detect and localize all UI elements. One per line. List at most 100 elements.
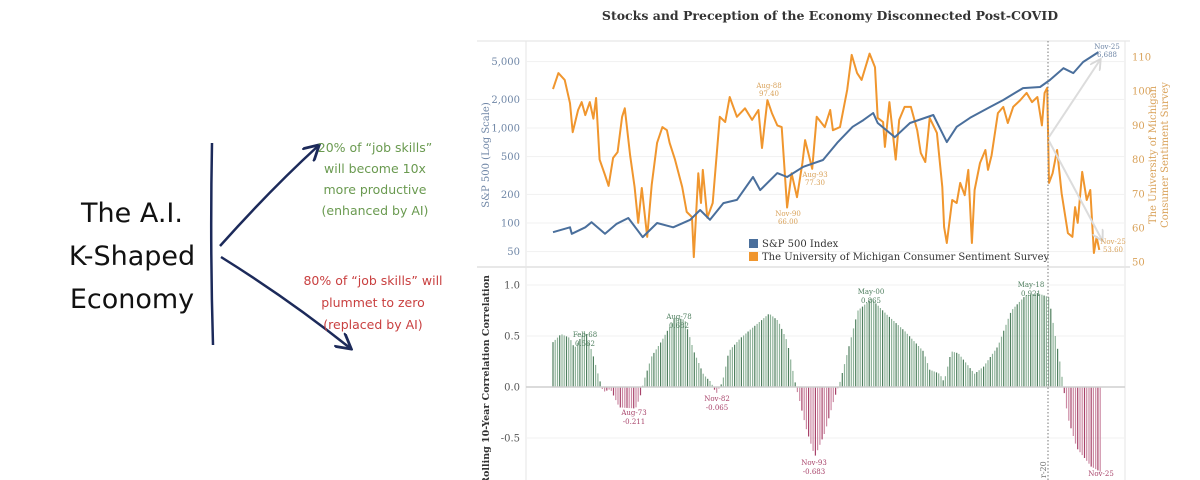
- correlation-bar: [680, 318, 682, 387]
- correlation-tick-label: 0.0: [504, 383, 520, 394]
- correlation-bar: [953, 352, 955, 387]
- correlation-bar: [761, 320, 763, 387]
- correlation-bar: [747, 331, 749, 387]
- correlation-bar: [781, 328, 783, 387]
- correlation-bar: [832, 387, 834, 403]
- correlation-bar: [960, 356, 962, 387]
- correlation-bar: [998, 342, 1000, 387]
- correlation-bar: [752, 327, 754, 387]
- correlation-bar: [669, 326, 671, 387]
- correlation-bar: [951, 351, 953, 387]
- annotation-value: 0.865: [861, 297, 881, 305]
- correlation-bar: [570, 340, 572, 387]
- correlation-bar: [695, 357, 698, 387]
- diagram-title-line-3: Economy: [70, 284, 194, 315]
- legend-swatch-sp500: [749, 239, 758, 248]
- correlation-bar: [855, 319, 857, 387]
- correlation-bar: [875, 303, 877, 387]
- correlation-bar: [1030, 294, 1032, 387]
- correlation-bar: [938, 373, 940, 387]
- correlation-bar: [635, 387, 637, 408]
- correlation-bar: [974, 373, 976, 387]
- correlation-bar: [608, 387, 610, 390]
- correlation-bar: [651, 356, 653, 387]
- correlation-bar: [682, 319, 684, 387]
- correlation-bar: [996, 347, 998, 387]
- correlation-bar: [1070, 387, 1072, 429]
- correlation-bar: [630, 387, 633, 409]
- correlation-bar: [639, 387, 642, 396]
- correlation-bar: [684, 321, 686, 387]
- correlation-bar: [1072, 387, 1074, 436]
- correlation-bar: [1025, 295, 1027, 387]
- correlation-bar: [579, 339, 581, 387]
- correlation-bar: [1081, 387, 1083, 456]
- correlation-bar: [891, 318, 893, 387]
- legend-swatch-sentiment: [749, 252, 758, 261]
- right-axis-title-line-1: The University of Michigan: [1148, 85, 1159, 224]
- correlation-bar: [581, 335, 583, 387]
- correlation-axis-ticks: 1.0 0.5 0.0 -0.5: [501, 281, 520, 445]
- correlation-bar: [1012, 309, 1014, 387]
- annotation-label: Aug-73: [620, 409, 646, 417]
- correlation-bar: [1092, 387, 1094, 468]
- correlation-bar: [868, 300, 870, 387]
- up-text-line: (enhanced by AI): [322, 203, 429, 218]
- correlation-bar: [601, 387, 603, 389]
- correlation-bar: [612, 387, 615, 396]
- correlation-bar: [707, 378, 709, 387]
- correlation-bar: [597, 373, 599, 387]
- correlation-bar: [978, 370, 980, 387]
- correlation-bar: [987, 360, 989, 387]
- left-tick-label: 1,000: [491, 124, 520, 135]
- correlation-bar: [1032, 293, 1034, 387]
- correlation-bar: [666, 330, 668, 387]
- correlation-axis-title: Rolling 10-Year Correlation Correlation: [481, 275, 492, 480]
- correlation-bar: [624, 387, 626, 408]
- right-tick-label: 50: [1132, 258, 1145, 269]
- correlation-bar: [610, 387, 612, 391]
- correlation-bar: [738, 339, 740, 387]
- annotation-value: 77.30: [805, 179, 825, 187]
- divergence-arrow-up-icon: [1048, 60, 1100, 138]
- gridlines: [526, 61, 1125, 439]
- annotation-label: Nov-90: [775, 210, 801, 218]
- correlation-bar: [828, 387, 830, 419]
- correlation-bar: [870, 298, 872, 387]
- correlation-bar: [671, 323, 673, 387]
- correlation-bar: [660, 342, 662, 387]
- correlation-bar: [604, 387, 606, 392]
- correlation-bar: [646, 370, 648, 387]
- correlation-tick-label: 0.5: [504, 332, 520, 343]
- down-text-line: plummet to zero: [321, 295, 425, 310]
- correlation-bar: [556, 337, 559, 387]
- correlation-bar: [617, 387, 619, 405]
- correlation-bar: [873, 301, 875, 387]
- correlation-bar: [1027, 294, 1029, 387]
- correlation-bar: [763, 318, 765, 387]
- correlation-bar: [727, 355, 729, 387]
- correlation-bar: [1041, 294, 1043, 387]
- right-tick-label: 90: [1132, 121, 1145, 132]
- correlation-bar: [628, 387, 630, 409]
- correlation-bar: [864, 304, 866, 387]
- correlation-bar: [956, 352, 958, 387]
- correlation-bar: [985, 363, 987, 387]
- correlation-bar: [821, 387, 823, 440]
- correlation-bar: [783, 334, 785, 387]
- correlation-bar: [698, 363, 700, 387]
- correlation-bar: [1052, 322, 1054, 387]
- correlation-bar: [1099, 387, 1101, 472]
- correlation-bar: [725, 366, 727, 387]
- correlation-bar: [722, 377, 724, 387]
- annotation-value: 66.00: [778, 218, 798, 226]
- correlation-bar: [595, 364, 597, 387]
- correlation-bar: [1088, 387, 1090, 464]
- correlation-bar: [810, 387, 812, 444]
- correlation-bar: [942, 380, 944, 387]
- correlation-bar: [980, 368, 982, 387]
- correlation-bar: [839, 381, 841, 387]
- correlation-bar: [796, 387, 798, 393]
- correlation-bar: [1003, 330, 1005, 387]
- correlation-bar: [935, 372, 938, 387]
